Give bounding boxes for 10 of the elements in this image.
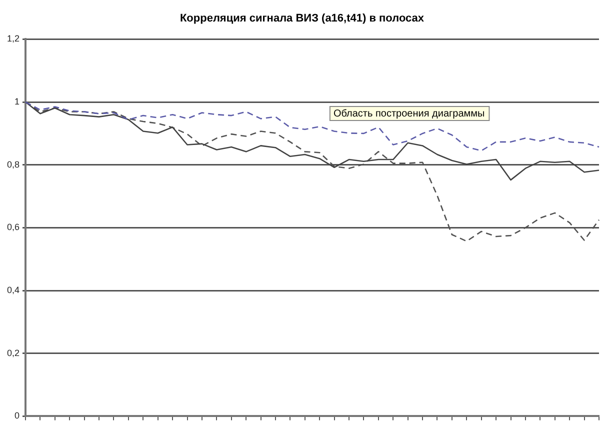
y-tick-label: 0,6 (6, 222, 20, 232)
y-tick-label: 0 (14, 410, 20, 421)
chart-title: Корреляция сигнала ВИЗ (a16,t41) в полосах (180, 12, 425, 25)
y-tick-label: 1,2 (6, 34, 20, 44)
line-series (24, 101, 600, 152)
y-tick-label: 0,4 (6, 285, 20, 296)
y-tick-label: 1 (14, 96, 20, 107)
annotation: Область построения диаграммы (333, 108, 485, 120)
y-tick-label: 0,2 (6, 348, 20, 358)
y-tick-label: 0,8 (6, 159, 20, 170)
